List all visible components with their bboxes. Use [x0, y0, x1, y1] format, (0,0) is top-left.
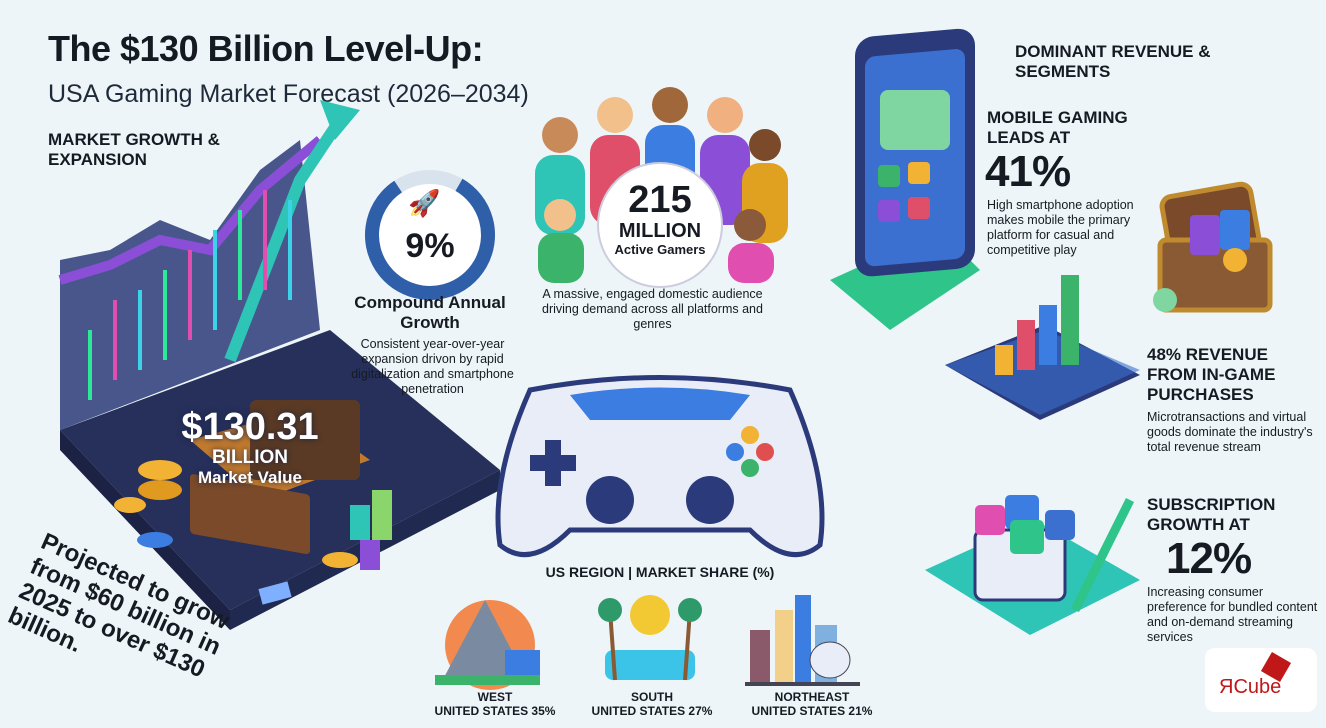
treasure-chest-icon — [1153, 181, 1273, 313]
subscription-value: 12% — [1166, 534, 1252, 583]
market-value-label: Market Value — [198, 468, 302, 487]
cloud-subscription-illustration — [925, 495, 1140, 635]
region-south: SOUTH UNITED STATES 27% — [577, 690, 727, 718]
region-name: WEST — [477, 690, 513, 704]
regions-illustrations — [435, 595, 860, 690]
gamers-label: Active Gamers — [614, 242, 706, 257]
gamers-badge: 215 MILLION Active Gamers — [595, 180, 725, 258]
cagr-donut — [365, 170, 495, 300]
in-game-description: Microtransactions and virtual goods domi… — [1147, 410, 1313, 454]
cagr-value: 9% — [405, 227, 455, 265]
gamers-crowd-illustration — [535, 87, 788, 288]
logo-text: ЯCube — [1219, 676, 1282, 698]
mobile-description: High smartphone adoption makes mobile th… — [987, 198, 1134, 257]
market-growth-heading: MARKET GROWTH & EXPANSION — [48, 130, 220, 169]
gamepad-icon — [495, 375, 825, 558]
segments-heading: DOMINANT REVENUE & SEGMENTS — [1015, 42, 1211, 81]
smartphone-illustration — [830, 28, 980, 330]
region-northeast: NORTHEAST UNITED STATES 21% — [737, 690, 887, 718]
gamers-description: A massive, engaged domestic audience dri… — [542, 287, 763, 331]
beach-icon — [598, 595, 702, 681]
region-share: UNITED STATES 27% — [591, 704, 713, 718]
market-value: $130.31 — [181, 406, 319, 448]
region-west: WEST UNITED STATES 35% — [420, 690, 570, 718]
region-name: SOUTH — [631, 690, 673, 704]
page-title: The $130 Billion Level-Up: — [48, 28, 484, 69]
logo: ЯCube — [1205, 648, 1317, 712]
region-share: UNITED STATES 35% — [434, 704, 556, 718]
city-skyline-icon — [745, 595, 860, 686]
region-share: UNITED STATES 21% — [751, 704, 873, 718]
mobile-value: 41% — [985, 147, 1071, 196]
subscription-title: SUBSCRIPTION GROWTH AT — [1147, 495, 1276, 534]
subscription-description: Increasing consumer preference for bundl… — [1147, 585, 1318, 644]
mobile-title: MOBILE GAMING LEADS AT — [987, 108, 1128, 147]
region-name: NORTHEAST — [774, 690, 850, 704]
bar-chart-illustration — [945, 275, 1140, 420]
gamers-unit: MILLION — [618, 220, 702, 242]
cagr-description: Consistent year-over-year expansion driv… — [351, 337, 514, 396]
gamers-value: 215 — [628, 179, 692, 221]
page-subtitle: USA Gaming Market Forecast (2026–2034) — [48, 80, 529, 108]
market-value-badge: $130.31 BILLION Market Value — [160, 406, 340, 488]
mountain-icon — [435, 600, 540, 690]
regions-heading: US REGION | MARKET SHARE (%) — [545, 564, 775, 580]
rocket-icon: 🚀 — [408, 188, 441, 218]
in-game-title: 48% REVENUE FROM IN-GAME PURCHASES — [1147, 345, 1276, 404]
cagr-title: Compound Annual Growth — [354, 293, 506, 332]
market-value-unit: BILLION — [212, 447, 288, 468]
